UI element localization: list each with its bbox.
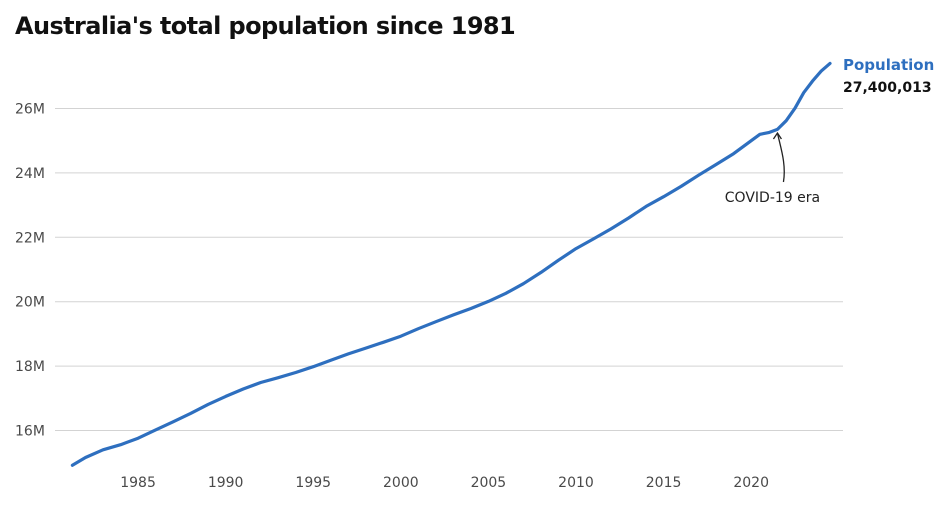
- annotation-arrow-head: [772, 131, 782, 140]
- series-group: [70, 61, 832, 467]
- x-tick-label: 1990: [208, 475, 244, 491]
- population-line: [70, 61, 832, 467]
- y-tick-label: 22M: [15, 230, 45, 246]
- end-label: Population 27,400,013: [843, 56, 934, 96]
- y-axis-tick-labels: 16M 18M 20M 22M 24M 26M: [15, 102, 45, 440]
- x-tick-label: 1995: [295, 475, 331, 491]
- chart-title: Australia's total population since 1981: [15, 12, 516, 40]
- x-tick-label: 2005: [471, 475, 507, 491]
- covid-annotation: COVID-19 era: [725, 131, 820, 206]
- series-name-label: Population: [843, 56, 934, 74]
- x-tick-label: 1985: [120, 475, 156, 491]
- y-tick-label: 18M: [15, 359, 45, 375]
- x-tick-label: 2000: [383, 475, 419, 491]
- x-tick-label: 2015: [646, 475, 682, 491]
- annotation-arrow: [776, 132, 785, 183]
- grid-lines: [55, 108, 843, 431]
- annotation-label: COVID-19 era: [725, 190, 820, 206]
- series-latest-value-label: 27,400,013: [843, 80, 932, 96]
- x-tick-label: 2020: [733, 475, 769, 491]
- x-tick-label: 2010: [558, 475, 594, 491]
- y-tick-label: 20M: [15, 295, 45, 311]
- x-axis-tick-labels: 1985 1990 1995 2000 2005 2010 2015 2020: [120, 475, 769, 491]
- y-tick-label: 26M: [15, 102, 45, 118]
- y-tick-label: 24M: [15, 166, 45, 182]
- y-tick-label: 16M: [15, 424, 45, 440]
